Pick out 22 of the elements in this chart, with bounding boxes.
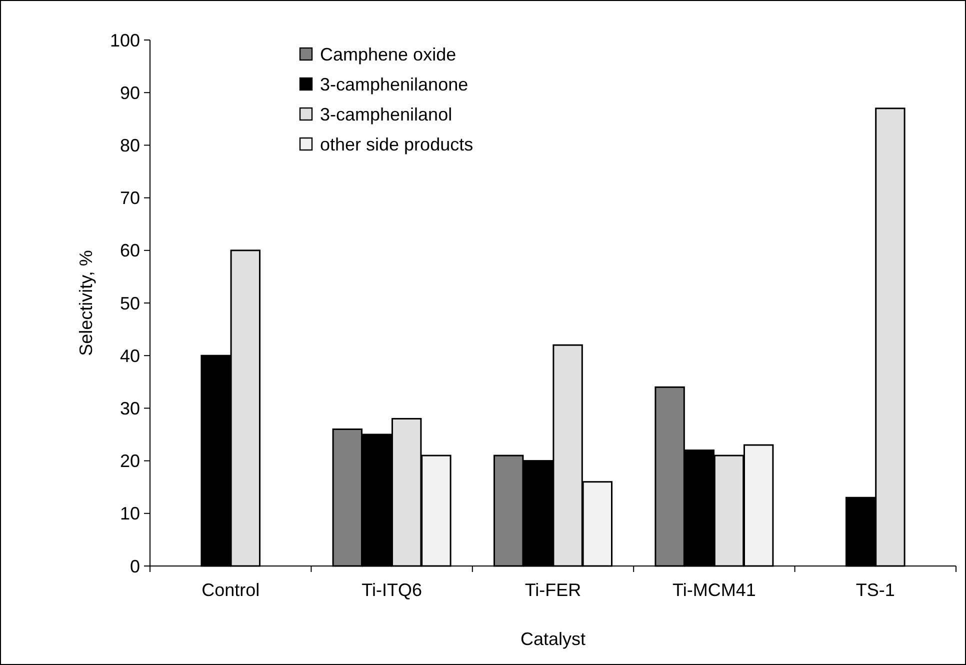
legend-label: other side products <box>320 134 474 154</box>
legend-label: 3-camphenilanone <box>320 74 468 94</box>
y-tick-label: 80 <box>120 136 140 156</box>
y-tick-label: 30 <box>120 398 140 418</box>
x-axis-title: Catalyst <box>520 629 586 649</box>
y-tick-label: 40 <box>120 346 140 366</box>
y-tick-label: 20 <box>120 451 140 472</box>
legend-label: Camphene oxide <box>320 44 456 64</box>
y-tick-label: 70 <box>120 188 140 208</box>
x-tick-label: Ti-MCM41 <box>672 580 756 600</box>
x-tick-label: Ti-ITQ6 <box>362 580 422 600</box>
y-tick-label: 0 <box>130 556 140 576</box>
y-tick-label: 10 <box>120 504 140 524</box>
y-tick-label: 100 <box>110 30 140 50</box>
y-tick-label: 90 <box>120 82 140 103</box>
x-tick-label: Control <box>202 580 260 600</box>
legend-label: 3-camphenilanol <box>320 104 452 124</box>
y-tick-label: 60 <box>120 240 140 261</box>
y-axis-title: Selectivity, % <box>76 250 96 356</box>
y-tick-label: 50 <box>120 293 140 314</box>
x-tick-label: Ti-FER <box>524 580 582 600</box>
x-tick-label: TS-1 <box>856 580 895 600</box>
